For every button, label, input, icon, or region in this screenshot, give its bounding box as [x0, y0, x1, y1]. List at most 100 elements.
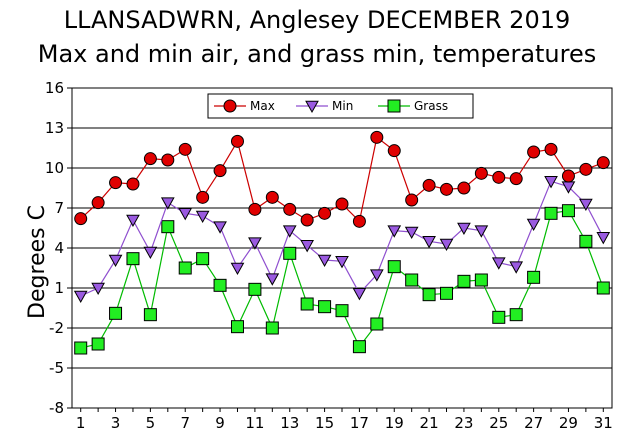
series-min-point	[491, 257, 506, 270]
series-grass	[74, 204, 610, 355]
series-max	[74, 130, 610, 228]
series-min-point	[300, 240, 315, 253]
y-tick-label: -8	[49, 399, 64, 417]
series-grass-point	[213, 278, 227, 292]
x-tick-label: 15	[315, 414, 334, 432]
chart-subtitle: Max and min air, and grass min, temperat…	[37, 40, 597, 68]
series-grass-point	[561, 204, 575, 218]
legend: Max Min Grass	[207, 93, 474, 119]
y-tick-label: -5	[49, 359, 64, 377]
x-tick-label: 5	[146, 414, 156, 432]
y-axis-ticks: 16 13 10 7 4 1 -2 -5 -8	[45, 79, 72, 417]
x-axis-ticks: 1 3 5 7 9 11 13 15 17 19 21 23 25 27 29 31	[76, 408, 613, 432]
series-grass-point	[318, 300, 332, 314]
series-min-point	[439, 238, 454, 252]
series-max-point	[161, 153, 175, 167]
chart-title: LLANSADWRN, Anglesey DECEMBER 2019	[63, 6, 571, 34]
x-tick-label: 1	[76, 414, 86, 432]
series-min-point	[160, 197, 175, 210]
x-tick-label: 13	[280, 414, 299, 432]
series-grass-point	[492, 310, 506, 324]
series-grass-point	[387, 260, 401, 274]
series-max-point	[579, 162, 593, 176]
x-tick-label: 29	[559, 414, 578, 432]
series-min-point	[230, 262, 245, 276]
series-grass-point	[109, 306, 123, 320]
legend-min-label: Min	[332, 99, 353, 113]
series-min-point	[178, 208, 193, 221]
series-min-point	[282, 225, 297, 238]
series-min-point	[457, 222, 471, 236]
series-max-point	[213, 164, 227, 178]
x-tick-label: 21	[420, 414, 439, 432]
series-max-point	[370, 130, 384, 144]
series-min-point	[387, 225, 402, 238]
series-min-point	[474, 225, 489, 238]
series-min-point	[213, 221, 227, 234]
series-grass-point	[596, 281, 610, 295]
series-grass-point	[265, 321, 279, 335]
series-max-point	[352, 214, 366, 228]
series-min-point	[317, 254, 332, 268]
series-min	[73, 176, 611, 304]
series-min-point	[596, 232, 611, 245]
y-tick-label: 13	[45, 119, 64, 137]
y-tick-label: 7	[54, 199, 64, 217]
series-min-point	[369, 269, 384, 282]
legend-max-marker	[223, 99, 237, 113]
series-max-point	[492, 170, 506, 184]
series-max-point	[440, 182, 454, 196]
x-tick-label: 7	[180, 414, 190, 432]
x-tick-label: 25	[489, 414, 508, 432]
series-max-point	[318, 206, 332, 220]
series-max-point	[265, 190, 279, 204]
x-tick-label: 3	[111, 414, 121, 432]
series-grass-point	[405, 273, 419, 287]
series-grass-point	[422, 288, 436, 302]
series-max-point	[248, 202, 262, 216]
series-grass-point	[143, 308, 157, 322]
series-min-point	[143, 246, 158, 260]
legend-grass-marker	[387, 99, 401, 113]
series-max-point	[474, 166, 488, 180]
series-grass-point	[352, 340, 366, 354]
series-max-point	[178, 142, 192, 156]
series-grass-point	[474, 273, 488, 287]
series-max-point	[457, 181, 471, 195]
legend-grass-label: Grass	[414, 99, 448, 113]
series-layer	[73, 130, 611, 355]
y-tick-label: 16	[45, 79, 64, 97]
series-max-point	[196, 190, 210, 204]
series-max-point	[300, 213, 314, 227]
x-tick-label: 31	[594, 414, 613, 432]
series-min-point	[73, 290, 88, 304]
series-grass-point	[440, 286, 454, 300]
series-max-point	[596, 156, 610, 170]
series-grass-point	[196, 252, 210, 266]
series-max-point	[335, 197, 349, 211]
y-axis-label: Degrees C	[25, 205, 50, 319]
series-min-point	[544, 176, 558, 189]
series-grass-point	[370, 317, 384, 331]
legend-max-label: Max	[250, 99, 275, 113]
series-min-point	[526, 218, 541, 232]
x-tick-label: 19	[385, 414, 404, 432]
x-tick-label: 11	[245, 414, 264, 432]
series-max-point	[509, 172, 523, 186]
series-grass-point	[126, 252, 140, 266]
series-grass-point	[457, 274, 471, 288]
series-grass-point	[161, 220, 175, 234]
series-min-point	[579, 198, 593, 212]
series-min-point	[404, 226, 419, 240]
series-max-point	[561, 169, 575, 183]
legend-min-marker	[305, 100, 319, 114]
series-min-point	[195, 210, 210, 224]
series-grass-point	[527, 270, 541, 284]
series-grass-point	[74, 341, 88, 355]
series-grass-point	[300, 297, 314, 311]
series-grass-point	[335, 304, 349, 318]
y-tick-label: -2	[49, 319, 64, 337]
series-max-point	[230, 134, 244, 148]
x-tick-label: 9	[215, 414, 225, 432]
